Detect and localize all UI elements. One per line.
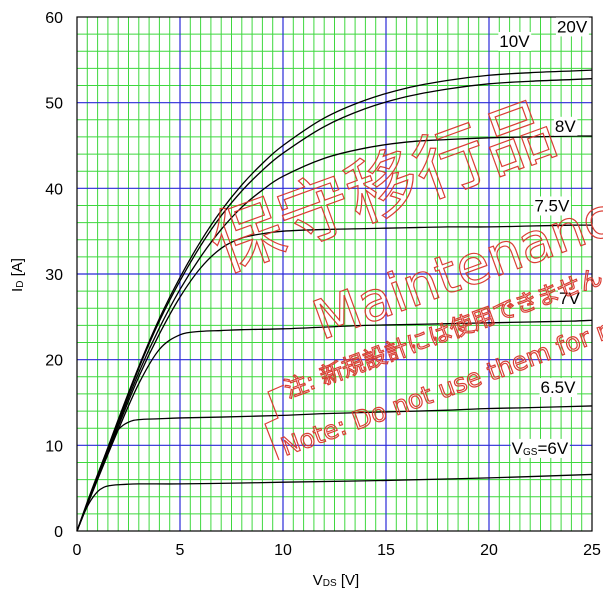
series-line-10V <box>76 78 593 532</box>
x-tick-label: 25 <box>583 542 601 559</box>
x-tick-label: 20 <box>480 542 498 559</box>
curve-label-8V: 8V <box>555 117 576 136</box>
x-tick-label: 10 <box>274 542 292 559</box>
y-tick-label: 10 <box>45 438 63 455</box>
series-line-8V <box>76 135 593 532</box>
plot-frame <box>76 16 593 532</box>
curve-label-6.5V: 6.5V <box>541 378 577 397</box>
watermark-bracket <box>264 384 285 461</box>
series-line-6.5V <box>76 405 593 532</box>
curve-label-7V: 7V <box>559 289 580 308</box>
y-tick-label: 50 <box>45 96 63 113</box>
curve-label-20V: 20V <box>557 17 588 36</box>
x-axis-label: VDS [V] <box>313 572 359 589</box>
x-tick-label: 15 <box>377 542 395 559</box>
vgs-label: VGS=6V <box>512 439 569 458</box>
series-line-7.5V <box>76 224 593 532</box>
y-tick-label: 30 <box>45 267 63 284</box>
y-axis-label: ID [A] <box>9 258 26 292</box>
curve-label-bg <box>533 196 571 216</box>
x-tick-label: 5 <box>176 542 185 559</box>
curve-labels: 20V 10V 8V 7.5V 7V 6.5V <box>498 17 589 398</box>
grid <box>77 17 592 531</box>
y-tick-label: 60 <box>45 10 63 27</box>
vgs-label-bg <box>510 438 570 458</box>
curve-label-bg <box>555 17 589 37</box>
x-tick-label: 0 <box>73 542 82 559</box>
y-tick-label: 0 <box>54 524 63 541</box>
y-tick-label: 20 <box>45 353 63 370</box>
series-lines <box>76 69 593 532</box>
series-line-7V <box>76 319 593 532</box>
curve-label-7.5V: 7.5V <box>534 196 570 215</box>
curve-label-bg <box>558 288 582 308</box>
curve-label-10V: 10V <box>499 32 530 51</box>
curve-label-bg <box>553 116 578 136</box>
tick-labels: 0 5 10 15 20 25 0 10 20 30 40 50 60 <box>45 10 601 559</box>
series-line-20V <box>76 69 593 532</box>
series-line-6V <box>76 473 593 532</box>
curve-label-bg <box>539 378 578 398</box>
y-tick-label: 40 <box>45 181 63 198</box>
curve-label-bg <box>498 31 532 51</box>
